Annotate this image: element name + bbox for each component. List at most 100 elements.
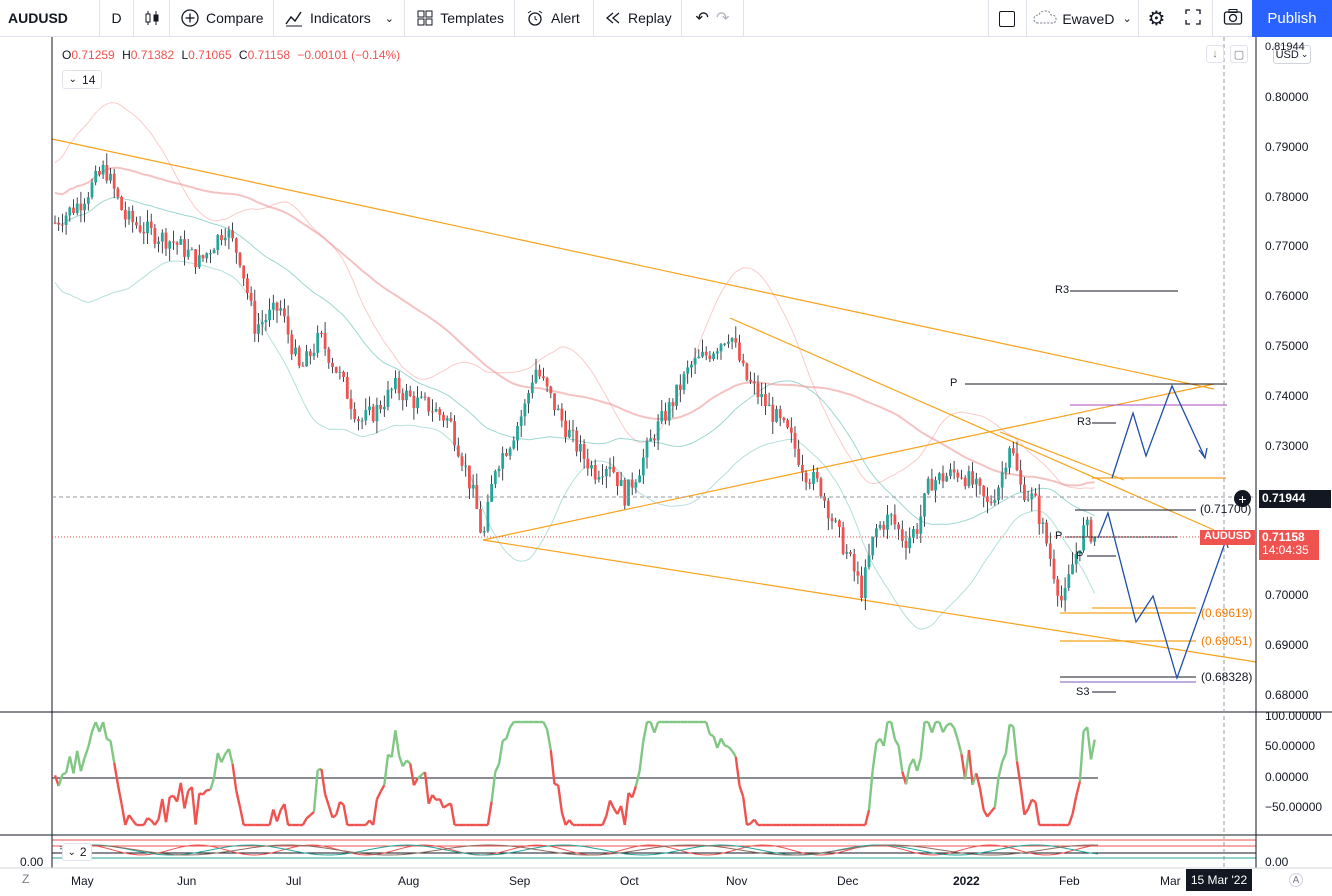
candle-body	[612, 466, 616, 473]
osc2-line	[59, 844, 1099, 856]
candle-body	[323, 333, 327, 349]
candle-body	[1023, 484, 1026, 501]
osc-segment	[1015, 761, 1022, 787]
candle-body	[238, 252, 242, 266]
candle-body	[567, 429, 571, 438]
osc-segment	[283, 803, 290, 826]
camera-icon	[1223, 8, 1243, 29]
zoom-z-button[interactable]: Z	[22, 872, 30, 886]
candle-body	[738, 342, 741, 361]
candle-body	[301, 365, 305, 367]
osc-segment	[116, 784, 123, 805]
layout-select-button[interactable]	[988, 0, 1024, 37]
publish-button[interactable]: Publish	[1252, 0, 1332, 37]
osc-segment	[72, 750, 79, 774]
osc-segment	[1034, 801, 1041, 826]
symbol-search-button[interactable]: AUDUSD	[0, 0, 100, 37]
osc-segment	[183, 790, 190, 809]
chart-canvas[interactable]	[0, 37, 1332, 896]
candle-body	[194, 249, 197, 268]
price-label: 0.73000	[1265, 438, 1309, 453]
osc-segment	[331, 814, 337, 819]
osc-segment	[952, 727, 959, 741]
candle-body	[719, 344, 723, 352]
candle-body	[175, 242, 179, 245]
candle-body	[660, 411, 664, 422]
scroll-down-icon[interactable]: ↓	[1206, 45, 1224, 63]
osc-segment	[231, 763, 238, 791]
compare-button[interactable]: Compare	[170, 0, 274, 37]
snapshot-button[interactable]	[1212, 0, 1252, 37]
redo-icon[interactable]: ↷	[716, 10, 730, 27]
osc-segment	[323, 793, 330, 807]
add-alert-plus-icon[interactable]: +	[1234, 490, 1251, 507]
candle-body	[823, 496, 826, 501]
auto-scale-button[interactable]: A	[1289, 873, 1303, 887]
pane2-collapse-button[interactable]: ⌄ 2	[62, 843, 92, 861]
currency-select[interactable]: USD ⌄	[1273, 45, 1311, 64]
candle-body	[616, 472, 619, 487]
candle-body	[449, 418, 453, 422]
candle-body	[431, 411, 434, 413]
candle-body	[1045, 522, 1048, 544]
osc-segment	[412, 777, 419, 786]
high-key: H	[122, 48, 131, 62]
candle-body	[542, 376, 545, 379]
replay-button[interactable]: Replay	[594, 0, 682, 37]
osc-segment	[605, 800, 612, 817]
candle-body	[371, 406, 375, 422]
fullscreen-button[interactable]	[1174, 0, 1212, 37]
osc-segment	[57, 774, 64, 787]
candle-body	[641, 457, 645, 476]
indicators-button[interactable]: Indicators ⌄	[274, 0, 405, 37]
maximize-pane-icon[interactable]: ▢	[1230, 45, 1248, 63]
settings-button[interactable]: ⚙	[1138, 0, 1174, 37]
candle-body	[1034, 493, 1037, 496]
indicators-collapse-button[interactable]: ⌄ 14	[62, 70, 102, 89]
interval-button[interactable]: D	[100, 0, 134, 37]
publish-label: Publish	[1267, 10, 1317, 27]
candle-body	[405, 390, 408, 401]
price-label: 0.76000	[1265, 289, 1309, 304]
square-layout-icon	[998, 10, 1015, 27]
candle-body	[630, 479, 634, 488]
candle-body	[412, 395, 416, 409]
ohlc-legend: O0.71259 H0.71382 L0.71065 C0.71158 −0.0…	[62, 48, 400, 62]
candle-body	[778, 409, 782, 418]
osc-segment	[946, 722, 952, 727]
candle-body	[789, 427, 793, 433]
candle-body	[445, 418, 449, 421]
osc-segment	[1078, 731, 1085, 782]
candle-body	[675, 384, 678, 406]
osc-segment	[904, 765, 911, 785]
candle-body	[1063, 587, 1067, 601]
high-value: 0.71382	[130, 48, 175, 62]
osc-segment	[179, 782, 186, 809]
candle-body	[1008, 448, 1011, 468]
chart-type-button[interactable]	[134, 0, 170, 37]
candle-body	[678, 384, 682, 390]
templates-button[interactable]: Templates	[405, 0, 515, 37]
osc-segment	[131, 819, 138, 826]
layout-name-button[interactable]: EwaveD ⌄	[1026, 0, 1138, 37]
candle-body	[464, 465, 468, 467]
osc2-line	[59, 844, 1099, 856]
time-label: Nov	[726, 874, 748, 888]
osc-segment	[608, 799, 615, 809]
candle-body	[427, 397, 431, 412]
candle-body	[682, 373, 686, 390]
osc-segment	[327, 805, 334, 818]
osc-segment	[709, 733, 715, 738]
candle-body	[353, 408, 357, 420]
osc-segment	[568, 819, 574, 826]
trendline	[729, 317, 1215, 531]
candle-body	[312, 352, 316, 357]
alert-button[interactable]: Alert	[515, 0, 594, 37]
fib-label: (0.71700)	[1200, 502, 1252, 516]
price-label: 0.78000	[1265, 189, 1309, 204]
candle-body	[556, 408, 560, 411]
bar-countdown: 14:04:35	[1262, 543, 1309, 557]
candle-body	[930, 478, 934, 491]
undo-icon[interactable]: ↶	[695, 10, 709, 27]
open-key: O	[62, 48, 72, 62]
